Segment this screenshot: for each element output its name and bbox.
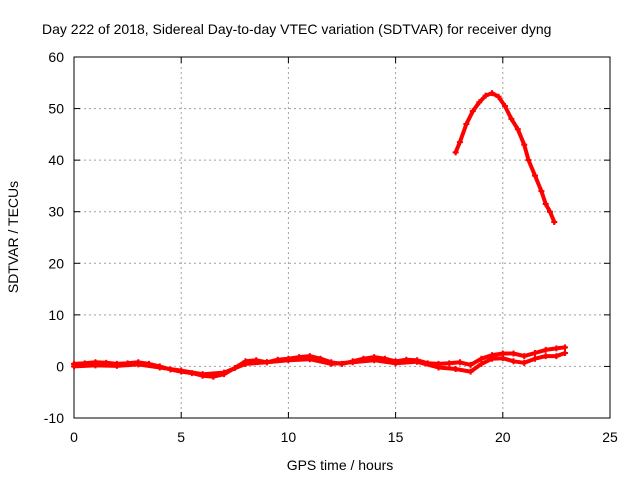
data-point: [221, 369, 228, 376]
data-point: [514, 126, 521, 133]
data-point: [551, 219, 558, 226]
data-point: [263, 359, 270, 366]
data-point: [482, 92, 489, 99]
data-point: [508, 115, 515, 122]
data-point: [463, 121, 470, 128]
data-point: [521, 359, 528, 366]
chart-title: Day 222 of 2018, Sidereal Day-to-day VTE…: [42, 21, 551, 37]
data-point: [199, 371, 206, 378]
data-point: [553, 345, 560, 352]
y-tick-label: 30: [48, 204, 64, 220]
data-point: [476, 99, 483, 106]
x-axis-label: GPS time / hours: [287, 457, 394, 473]
data-point: [478, 355, 485, 362]
y-tick-label: 60: [48, 49, 64, 65]
data-point: [452, 366, 459, 373]
data-point: [178, 367, 185, 374]
data-point: [306, 356, 313, 363]
x-tick-label: 15: [388, 429, 404, 445]
data-point: [542, 353, 549, 360]
data-point: [113, 362, 120, 369]
data-point: [392, 360, 399, 367]
data-point: [510, 350, 517, 357]
data-point: [546, 208, 553, 215]
data-point: [435, 364, 442, 371]
data-point: [135, 361, 142, 368]
x-tick-label: 5: [177, 429, 185, 445]
x-tick-label: 25: [602, 429, 618, 445]
data-point: [285, 357, 292, 364]
data-point: [467, 368, 474, 375]
data-point: [531, 172, 538, 179]
y-axis: -10 0 10 20 30 40 50 60: [44, 49, 610, 426]
data-point: [495, 93, 502, 100]
data-point: [371, 357, 378, 364]
data-point: [501, 102, 508, 109]
x-axis: 0 5 10 15 20 25: [70, 57, 618, 445]
data-point: [489, 355, 496, 362]
data-point: [71, 363, 77, 370]
y-tick-label: 50: [48, 101, 64, 117]
data-point: [242, 360, 249, 367]
y-axis-label: SDTVAR / TECUs: [5, 181, 21, 293]
data-point: [561, 350, 568, 357]
x-tick-label: 0: [70, 429, 78, 445]
series-layer: [71, 90, 568, 380]
y-tick-label: 40: [48, 152, 64, 168]
y-tick-label: 10: [48, 307, 64, 323]
data-point: [489, 90, 496, 97]
y-tick-label: 0: [56, 358, 64, 374]
data-point: [525, 157, 532, 164]
data-point: [156, 364, 163, 371]
data-point: [452, 149, 459, 156]
plot-frame: [73, 56, 611, 419]
data-point: [538, 188, 545, 195]
data-point: [510, 358, 517, 365]
data-point: [521, 141, 528, 148]
data-point: [446, 360, 453, 367]
series-trace-high: [453, 91, 557, 224]
data-point: [561, 344, 568, 351]
data-point: [328, 360, 335, 367]
data-point: [467, 361, 474, 368]
data-point: [499, 355, 506, 362]
grid: [74, 57, 610, 418]
data-point: [414, 358, 421, 365]
data-point: [349, 359, 356, 366]
x-tick-label: 10: [281, 429, 297, 445]
data-point: [478, 360, 485, 367]
y-tick-label: -10: [44, 410, 64, 426]
data-point: [531, 355, 538, 362]
data-point: [456, 359, 463, 366]
y-tick-label: 20: [48, 255, 64, 271]
data-point: [469, 108, 476, 115]
data-point: [553, 353, 560, 360]
data-point: [456, 139, 463, 146]
data-point: [92, 362, 99, 369]
data-point: [531, 350, 538, 357]
data-point: [542, 200, 549, 207]
data-point: [521, 353, 528, 360]
data-point: [542, 346, 549, 353]
x-tick-label: 20: [495, 429, 511, 445]
